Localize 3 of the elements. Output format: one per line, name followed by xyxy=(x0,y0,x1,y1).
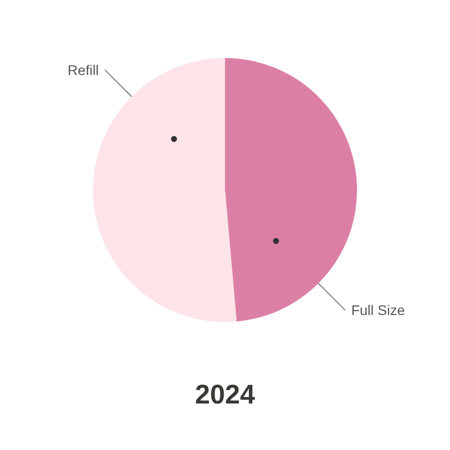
text: 2024 xyxy=(194,380,256,410)
slice-label: Full Size xyxy=(351,302,406,318)
slice-label: Refill xyxy=(68,62,99,78)
